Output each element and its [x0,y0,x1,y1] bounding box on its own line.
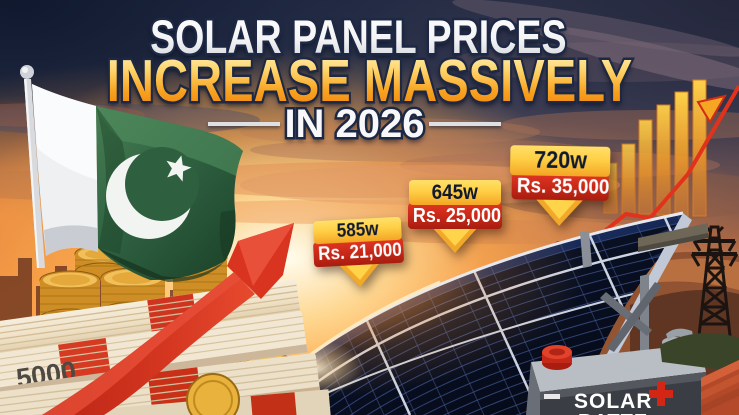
svg-text:SOLAR: SOLAR [574,390,653,413]
svg-text:BATTE: BATTE [578,411,648,415]
